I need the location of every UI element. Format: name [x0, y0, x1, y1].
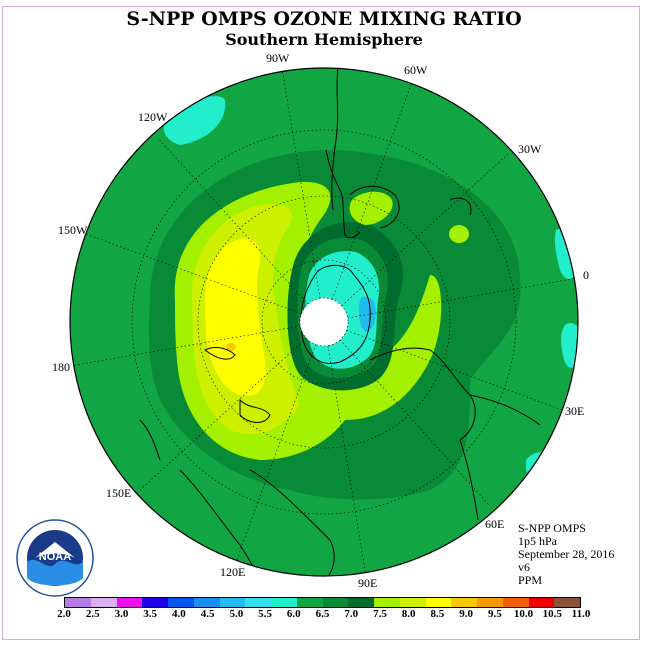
plot-frame — [2, 6, 640, 640]
colorbar-segment — [399, 598, 426, 607]
colorbar-tick-label: 4.5 — [200, 608, 215, 620]
colorbar-segment — [348, 598, 374, 607]
colorbar-tick-label: 7.0 — [344, 608, 359, 620]
lon-label-90w: 90W — [266, 51, 290, 65]
colorbar-tick-label: 2.0 — [57, 608, 71, 620]
colorbar-segment — [90, 598, 117, 607]
noaa-logo: NOAA — [16, 519, 94, 597]
colorbar-segment — [528, 598, 555, 607]
lon-label-60w: 60W — [404, 63, 428, 77]
colorbar-tick-label: 5.5 — [258, 608, 272, 620]
contour-7.5-8.0-sa — [349, 191, 393, 225]
map-outline — [69, 67, 579, 577]
lon-label-150e: 150E — [106, 486, 132, 500]
colorbar-tick-label: 11.0 — [571, 608, 591, 620]
lon-label-60e: 60E — [485, 517, 505, 531]
contour-7.5-8.0-spot — [449, 225, 469, 243]
info-version: v6 — [518, 560, 530, 574]
lon-label-30w: 30W — [518, 142, 542, 156]
info-level: 1p5 hPa — [518, 534, 557, 548]
colorbar-segment — [219, 598, 246, 607]
info-block: S-NPP OMPS 1p5 hPa September 28, 2016 v6… — [518, 522, 614, 587]
lon-label-180: 180 — [52, 360, 70, 374]
colorbar-segment — [502, 598, 529, 607]
colorbar-tick-label: 3.0 — [114, 608, 129, 620]
colorbar-tick-label: 3.5 — [143, 608, 158, 620]
colorbar-segment — [296, 598, 323, 607]
pole-no-data — [300, 298, 348, 346]
lon-label-120w: 120W — [138, 110, 168, 124]
colorbar-tick-label: 10.5 — [542, 608, 562, 620]
colorbar-segment — [245, 598, 271, 607]
colorbar-segment — [425, 598, 452, 607]
noaa-logo-text: NOAA — [39, 551, 71, 563]
colorbar-tick-label: 6.5 — [315, 608, 330, 620]
colorbar-segment — [168, 598, 194, 607]
map-subtitle: Southern Hemisphere — [225, 30, 423, 49]
colorbar-tick-label: 6.0 — [286, 608, 301, 620]
colorbar — [64, 597, 581, 608]
colorbar-segment — [193, 598, 220, 607]
info-units: PPM — [518, 573, 543, 587]
colorbar-segment — [65, 598, 91, 607]
colorbar-tick-label: 9.0 — [459, 608, 473, 620]
colorbar-segment — [116, 598, 143, 607]
colorbar-tick-label: 5.0 — [229, 608, 244, 620]
info-instrument: S-NPP OMPS — [518, 521, 586, 535]
lon-label-120e: 120E — [220, 565, 246, 579]
colorbar-segment — [451, 598, 477, 607]
pole-graticule — [299, 297, 349, 347]
colorbar-segment — [322, 598, 349, 607]
colorbar-tick-label: 9.5 — [487, 608, 502, 620]
colorbar-tick-label: 2.5 — [85, 608, 100, 620]
lon-label-150w: 150W — [58, 223, 88, 237]
colorbar-ticks: 2.0 2.5 3.0 3.5 4.0 4.5 5.0 5.5 6.0 6.5 7.0 7.5 8.0 8… — [0, 608, 648, 622]
lon-label-0: 0 — [583, 268, 589, 282]
contour-9.0-9.5 — [226, 343, 236, 351]
contour-8.5-9.0 — [205, 238, 266, 396]
colorbar-segment — [554, 598, 580, 607]
colorbar-tick-label: 8.0 — [401, 608, 416, 620]
lon-label-90e: 90E — [358, 576, 378, 590]
graticule — [70, 68, 578, 576]
colorbar-tick-label: 7.5 — [373, 608, 387, 620]
colorbar-segment — [374, 598, 400, 607]
colorbar-segment — [477, 598, 503, 607]
colorbar-segment — [142, 598, 168, 607]
colorbar-tick-label: 10.0 — [513, 608, 534, 620]
map-title: S-NPP OMPS OZONE MIXING RATIO — [126, 8, 522, 30]
contour-5.0-5.5 — [358, 296, 376, 332]
colorbar-tick-label: 4.0 — [172, 608, 186, 620]
colorbar-tick-label: 8.5 — [430, 608, 445, 620]
info-date: September 28, 2016 — [518, 547, 615, 561]
lon-label-30e: 30E — [565, 404, 585, 418]
colorbar-segment — [271, 598, 297, 607]
